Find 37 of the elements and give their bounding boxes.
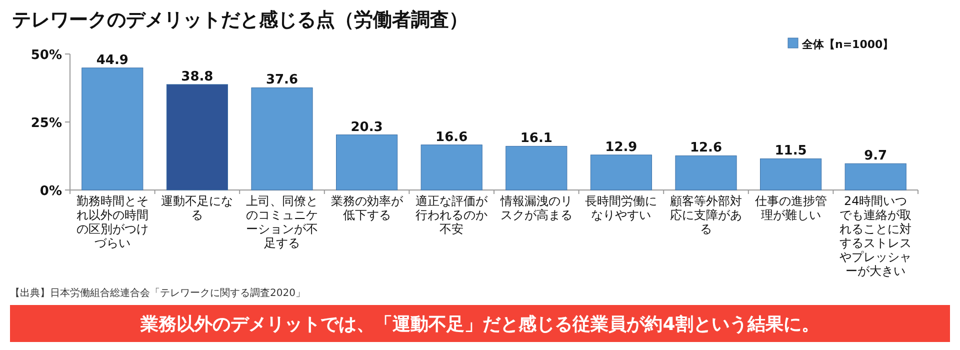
- bar: [506, 146, 568, 190]
- data-label: 16.1: [520, 131, 552, 146]
- x-tick-label: 適正な評価が行われるのか不安: [416, 194, 489, 236]
- y-tick-label: 25%: [30, 116, 62, 131]
- bar: [336, 134, 398, 190]
- bar: [420, 144, 482, 190]
- bar: [166, 84, 228, 190]
- data-label: 9.7: [864, 148, 888, 164]
- data-label: 12.9: [605, 140, 638, 155]
- data-label: 16.6: [436, 130, 468, 145]
- x-tick-label: 運動不足になる: [161, 194, 234, 222]
- data-label: 11.5: [774, 144, 807, 159]
- x-tick-label: 上司、同僚とのコミュニケーションが不足する: [246, 194, 318, 250]
- data-label: 37.6: [266, 72, 298, 88]
- bar: [844, 163, 906, 190]
- bar: [251, 87, 313, 190]
- y-tick-label: 0%: [40, 184, 62, 199]
- x-tick-label: 顧客等外部対応に支障がある: [670, 194, 742, 236]
- bar: [675, 155, 737, 190]
- text: 業務以外のデメリットでは、「運動不足」だと感じる従業員が約4割という結果に。: [140, 314, 820, 335]
- legend-label: 全体【n=1000】: [801, 38, 894, 51]
- x-tick-label: 勤務時間とそれ以外の時間の区別がつけづらい: [76, 194, 148, 250]
- x-tick-label: 情報漏洩のリスクが高まる: [499, 194, 572, 222]
- x-tick-label: 長時間労働になりやすい: [585, 194, 658, 222]
- y-tick-label: 50%: [30, 48, 62, 63]
- bar: [590, 154, 652, 190]
- bar: [760, 158, 822, 190]
- data-label: 44.9: [96, 52, 128, 68]
- x-tick-label: 業務の効率が低下する: [330, 194, 404, 222]
- x-tick-label: 仕事の進捗管理が難しい: [754, 194, 827, 222]
- data-label: 20.3: [350, 120, 383, 135]
- data-label: 38.8: [181, 69, 214, 84]
- text: 【出典】日本労働組合総連合会「テレワークに関する調査2020」: [10, 287, 306, 299]
- data-label: 12.6: [690, 140, 722, 156]
- chart-title: テレワークのデメリットだと感じる点（労働者調査）: [12, 9, 468, 31]
- bar: [82, 68, 144, 190]
- x-tick-label: 24時間いつでも連絡が取れることに対するストレスやプレッシャーが大きい: [840, 194, 912, 278]
